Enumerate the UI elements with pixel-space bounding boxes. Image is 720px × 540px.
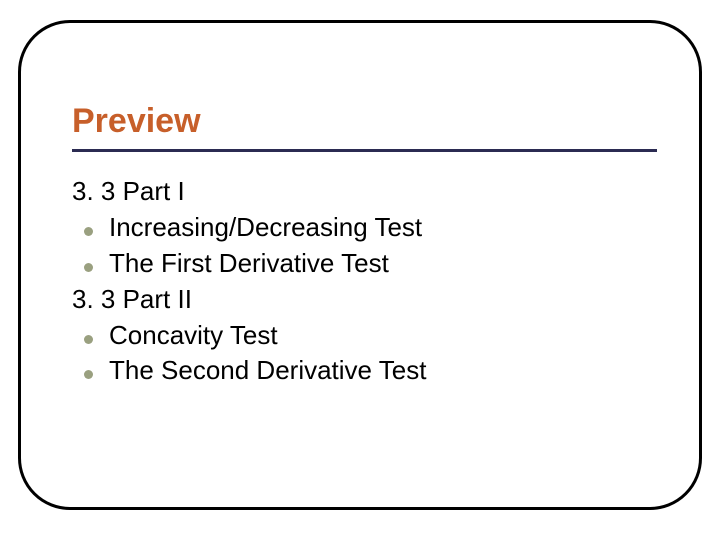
list-item: The First Derivative Test [72,246,652,282]
slide: Preview 3. 3 Part I Increasing/Decreasin… [0,0,720,540]
body-text: Increasing/Decreasing Test [109,210,422,246]
body-text: The First Derivative Test [109,246,389,282]
list-item: Concavity Test [72,318,652,354]
body-heading: 3. 3 Part II [72,282,652,318]
bullet-icon [84,370,93,379]
bullet-icon [84,227,93,236]
list-item: The Second Derivative Test [72,353,652,389]
body-text: Concavity Test [109,318,278,354]
title-block: Preview [72,102,657,152]
body-text: The Second Derivative Test [109,353,426,389]
bullet-icon [84,263,93,272]
list-item: Increasing/Decreasing Test [72,210,652,246]
body-text: 3. 3 Part I [72,174,185,210]
body-text: 3. 3 Part II [72,282,192,318]
body-heading: 3. 3 Part I [72,174,652,210]
slide-body: 3. 3 Part I Increasing/Decreasing Test T… [72,174,652,389]
title-underline [72,149,657,152]
slide-title: Preview [72,102,657,143]
bullet-icon [84,335,93,344]
